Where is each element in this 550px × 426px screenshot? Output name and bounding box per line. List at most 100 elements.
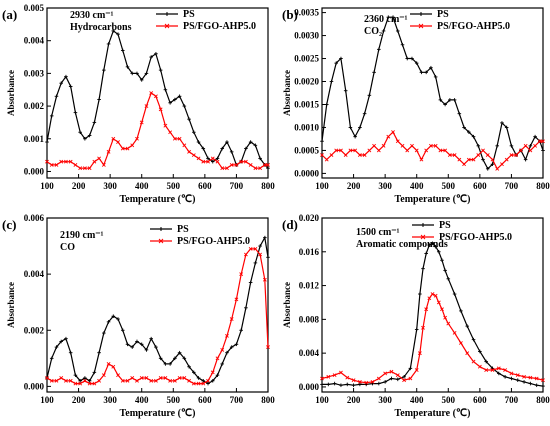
data-point <box>386 15 391 19</box>
data-point <box>192 370 196 375</box>
data-point <box>206 156 210 161</box>
data-point <box>144 376 149 380</box>
x-tick-label: 600 <box>198 181 212 191</box>
x-tick-label: 100 <box>40 395 54 405</box>
x-axis-title: Temperature (℃) <box>395 408 471 419</box>
legend-label: PS <box>183 9 195 20</box>
data-point <box>239 272 244 277</box>
data-point <box>111 364 116 369</box>
data-point <box>220 166 225 171</box>
data-point <box>244 146 248 151</box>
data-point <box>343 153 348 157</box>
data-point <box>522 380 526 384</box>
x-axis-title: Temperature (℃) <box>120 408 196 419</box>
data-point <box>87 133 92 138</box>
data-point <box>177 136 182 141</box>
data-point <box>139 342 144 347</box>
data-point <box>168 362 172 366</box>
data-point <box>234 163 239 167</box>
data-point <box>106 149 111 154</box>
data-point <box>116 140 120 144</box>
data-point <box>345 375 350 380</box>
data-point <box>471 337 476 342</box>
data-point <box>496 366 501 371</box>
data-point <box>135 71 139 76</box>
data-point <box>253 166 258 171</box>
data-point <box>424 70 428 75</box>
data-point <box>229 150 234 154</box>
data-point <box>462 162 466 167</box>
y-tick-label: 0.016 <box>299 247 320 257</box>
data-point <box>87 381 92 386</box>
data-point <box>125 65 130 69</box>
data-point <box>377 381 381 386</box>
data-point <box>504 125 509 130</box>
data-point <box>497 371 501 376</box>
data-point <box>125 146 130 151</box>
data-point <box>362 111 367 116</box>
data-point <box>372 70 376 75</box>
legend-label: PS/FGO-AHP5.0 <box>183 21 256 32</box>
x-tick-label: 700 <box>230 181 244 191</box>
data-point <box>429 65 433 70</box>
data-point <box>534 383 539 388</box>
data-point <box>163 376 168 380</box>
y-tick-label: 0.008 <box>299 314 320 324</box>
data-point <box>522 374 526 379</box>
x-tick-label: 700 <box>505 395 519 405</box>
data-point <box>430 292 435 296</box>
chart-panel: 100 200 300 400 500 600 700 800 0.000 0.004 0.008 0… <box>282 213 550 419</box>
series-line <box>46 248 269 385</box>
data-point <box>376 148 381 153</box>
data-point <box>541 139 545 144</box>
data-point <box>433 244 438 249</box>
x-tick-label: 300 <box>103 395 117 405</box>
data-point <box>68 350 73 355</box>
x-tick-label: 300 <box>103 181 117 191</box>
x-tick-label: 400 <box>135 395 149 405</box>
data-point <box>351 383 356 388</box>
data-point <box>389 369 394 374</box>
data-point <box>391 15 395 19</box>
plot-frame <box>46 7 269 179</box>
data-point <box>332 373 337 378</box>
data-point <box>414 61 419 65</box>
data-point <box>111 29 116 33</box>
y-tick-label: 0.004 <box>24 36 45 46</box>
data-point <box>92 159 97 164</box>
x-tick-label: 400 <box>135 181 149 191</box>
data-point <box>234 342 239 347</box>
data-point <box>438 148 443 153</box>
data-point <box>263 235 267 240</box>
data-point <box>457 111 462 116</box>
data-point <box>135 339 139 344</box>
data-point <box>446 277 451 281</box>
annotation-text: CO <box>60 242 75 253</box>
data-point <box>243 159 248 164</box>
data-point <box>353 134 357 139</box>
data-point <box>149 336 153 341</box>
data-point <box>395 373 400 378</box>
data-point <box>376 376 381 381</box>
data-point <box>465 324 470 328</box>
data-point <box>326 374 331 379</box>
x-axis-title: Temperature (℃) <box>120 194 196 205</box>
data-point <box>45 159 49 164</box>
data-point <box>391 130 395 134</box>
data-point <box>414 148 419 153</box>
data-point <box>49 378 54 383</box>
data-point <box>225 140 229 144</box>
data-point <box>443 268 447 273</box>
data-point <box>59 339 64 344</box>
data-point <box>54 345 59 349</box>
data-point <box>102 331 106 335</box>
data-point <box>400 42 405 47</box>
data-point <box>534 376 539 381</box>
data-point <box>320 376 324 381</box>
data-point <box>457 157 462 162</box>
data-point <box>68 378 73 383</box>
data-point <box>458 341 463 345</box>
y-tick-label: 0.0020 <box>294 77 319 87</box>
data-point <box>82 166 87 171</box>
data-point <box>92 120 97 125</box>
